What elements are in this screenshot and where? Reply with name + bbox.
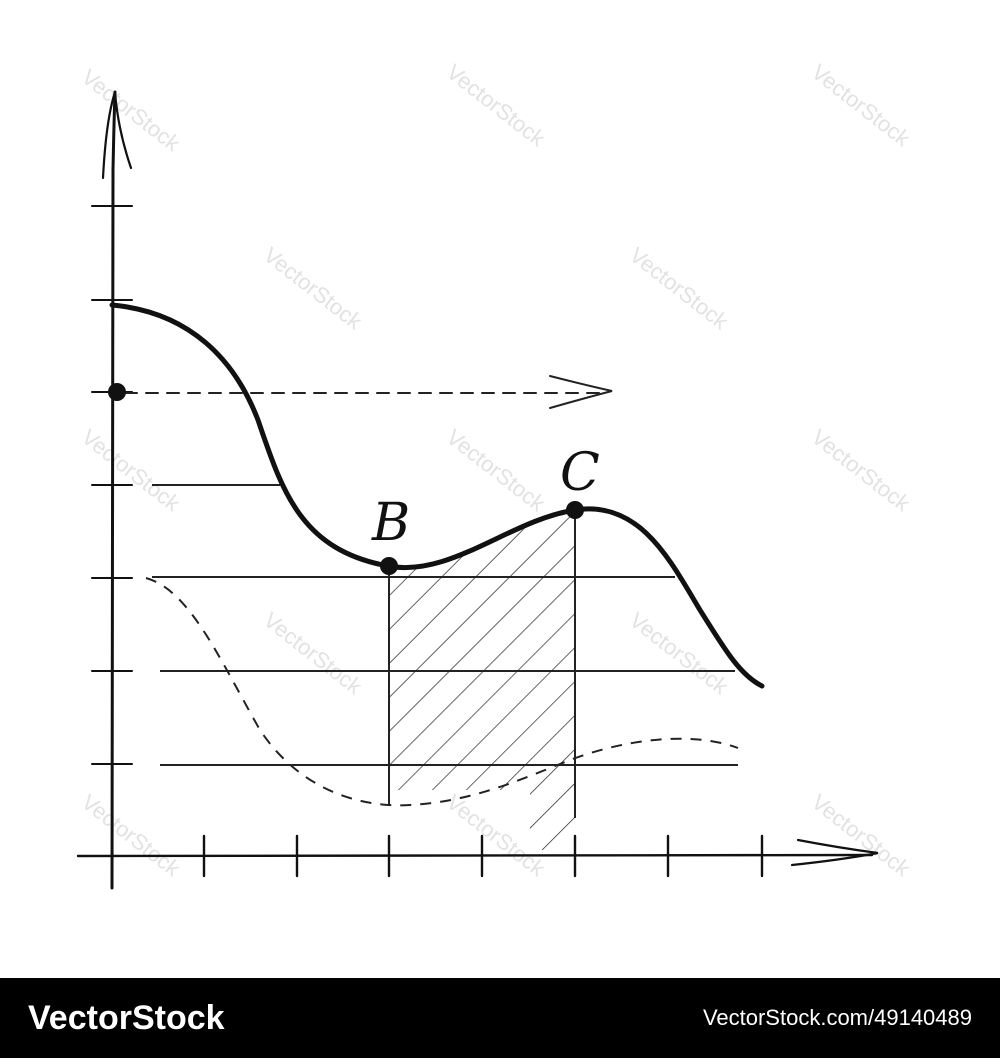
y-axis-point xyxy=(108,383,126,401)
watermark: VectorStock xyxy=(259,242,368,335)
watermark: VectorStock xyxy=(625,242,734,335)
point-b-label: B xyxy=(371,493,410,553)
watermark: VectorStock xyxy=(807,59,916,152)
watermark: VectorStock xyxy=(77,424,186,517)
footer-image-id: VectorStock.com/49140489 xyxy=(702,1005,972,1030)
watermark: VectorStock xyxy=(807,424,916,517)
footer-bar: VectorStock VectorStock.com/49140489 xyxy=(0,978,1000,1058)
y-axis-line xyxy=(110,90,117,890)
watermark: VectorStock xyxy=(807,789,916,882)
y-axis-arrowhead xyxy=(101,91,133,180)
point-c xyxy=(566,501,584,519)
dashed-arrow xyxy=(124,375,613,409)
dashed-arrow-head xyxy=(549,375,613,409)
watermark: VectorStock xyxy=(442,424,551,517)
hatched-area xyxy=(390,510,575,850)
watermark: VectorStock xyxy=(77,64,186,157)
main-curve xyxy=(109,302,765,689)
point-c-label: C xyxy=(560,443,600,503)
watermark: VectorStock xyxy=(77,789,186,882)
x-axis-line xyxy=(76,853,874,858)
x-axis xyxy=(76,834,879,878)
point-b xyxy=(380,557,398,575)
x-axis-arrowhead xyxy=(790,838,879,867)
watermark: VectorStock xyxy=(442,59,551,152)
watermark: VectorStock xyxy=(259,607,368,700)
watermark: VectorStock xyxy=(625,607,734,700)
footer-brand: VectorStock xyxy=(28,998,225,1037)
y-axis xyxy=(91,90,133,890)
horizontal-guides xyxy=(152,484,738,766)
dashed-curve xyxy=(145,577,739,807)
graph-sketch: VectorStock VectorStock VectorStock Vect… xyxy=(76,59,916,890)
